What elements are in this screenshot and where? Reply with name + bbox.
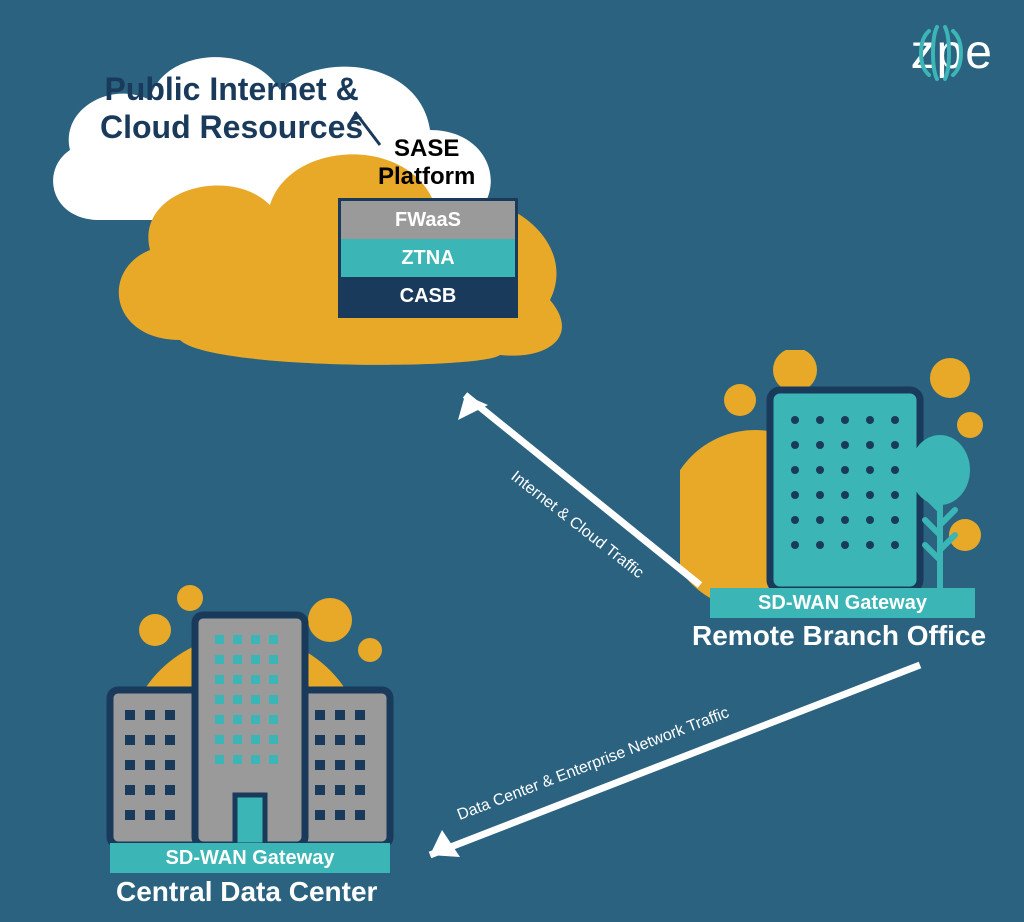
cloud-title-l1: Public Internet & — [100, 70, 363, 108]
branch-gateway-bar: SD-WAN Gateway — [710, 588, 975, 618]
cloud-title-l2: Cloud Resources — [100, 108, 363, 146]
sase-layer-casb: CASB — [341, 277, 515, 315]
datacenter-building-icon — [70, 580, 430, 860]
sase-layer-fwaas: FWaaS — [341, 201, 515, 239]
sase-stack: FWaaS ZTNA CASB — [338, 198, 518, 318]
branch-to-cloud-arrow — [420, 360, 760, 620]
logo-icon — [911, 23, 971, 83]
brand-logo: zpe — [911, 25, 994, 80]
sase-title-l2: Platform — [378, 163, 475, 191]
sase-title: SASE Platform — [378, 135, 475, 190]
datacenter-gateway-bar: SD-WAN Gateway — [110, 843, 390, 873]
branch-to-dc-arrow — [390, 645, 950, 885]
datacenter-label: Central Data Center — [116, 876, 377, 908]
sase-layer-ztna: ZTNA — [341, 239, 515, 277]
sase-title-l1: SASE — [378, 135, 475, 163]
branch-label: Remote Branch Office — [692, 620, 986, 652]
cloud-title: Public Internet & Cloud Resources — [100, 70, 363, 147]
